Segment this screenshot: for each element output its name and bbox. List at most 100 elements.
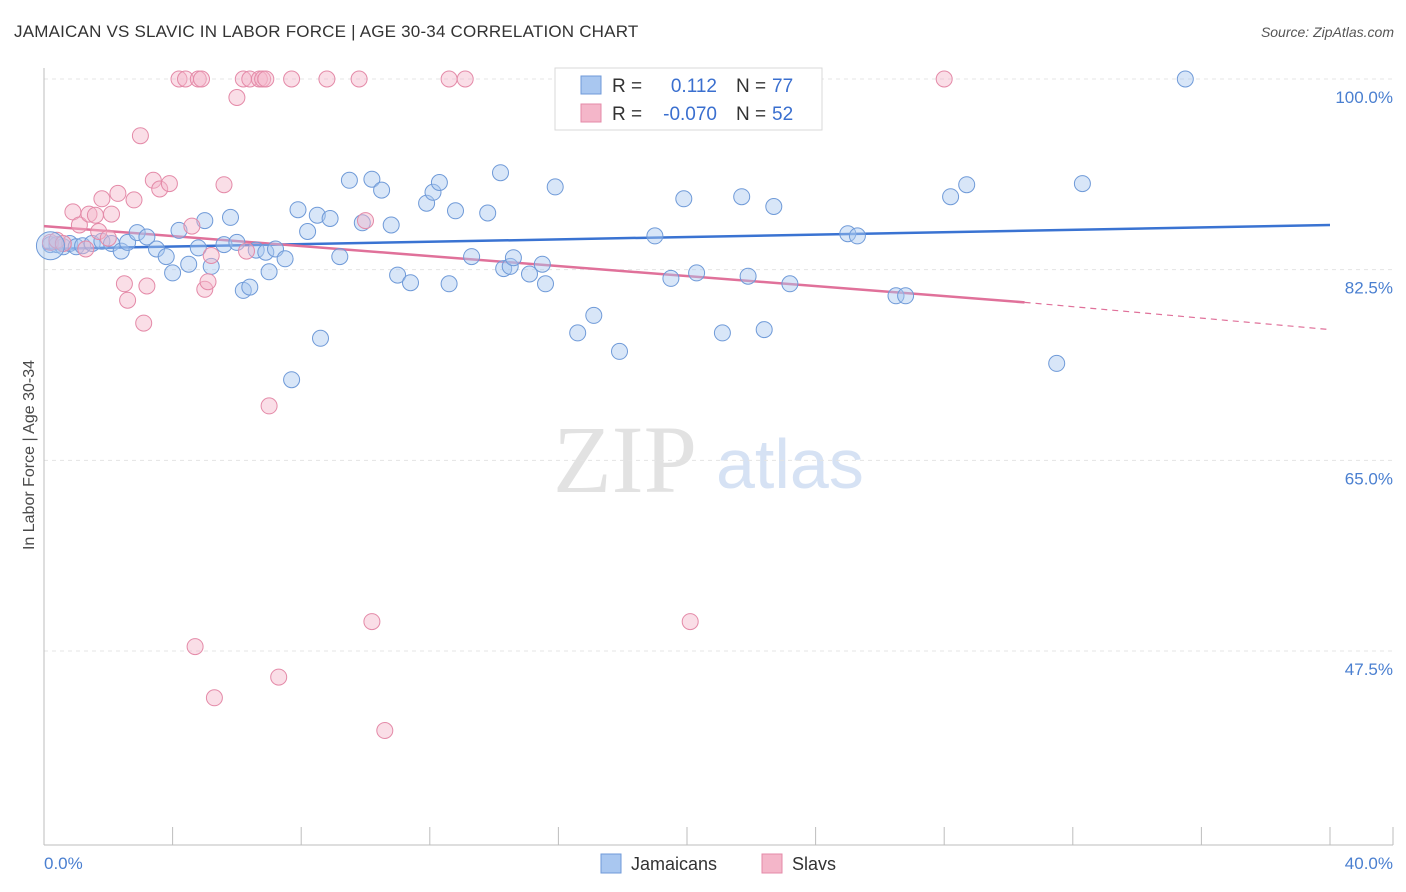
slavs-point-49 [935,70,953,88]
jamaicans-point-9 [112,242,130,260]
slavs-point-20 [160,175,178,193]
jamaicans-point-64 [662,269,680,287]
jamaicans-point-80 [1073,175,1091,193]
slavs-point-39 [283,70,301,88]
jamaicans-point-41 [373,181,391,199]
jamaicans-point-61 [585,306,603,324]
jamaicans-point-49 [447,202,464,220]
jamaicans-point-39 [353,214,371,232]
jamaicans-point-22 [222,208,239,226]
y-tick-label-3: 100.0% [1335,88,1393,107]
jamaicans-point-60 [569,324,587,342]
slavs-point-29 [202,247,220,264]
jamaicans-point-27 [257,243,275,261]
jamaicans-point-43 [389,266,407,284]
slavs-point-8 [90,223,108,240]
gridlines [44,78,1393,652]
slavs-point-4 [70,216,88,234]
jamaicans-point-56 [521,265,538,283]
jamaicans-point-70 [755,321,773,339]
jamaicans-point-68 [733,188,751,206]
jamaicans-point-51 [479,204,497,222]
slavs-point-30 [215,176,233,194]
slavs-point-0 [41,233,59,251]
jamaicans-point-36 [321,210,339,227]
y-tick-label-1: 65.0% [1345,469,1393,488]
legend-r-label-jamaicans: R = [612,76,642,97]
jamaicans-point-46 [424,183,442,201]
jamaicans-point-54 [501,257,519,275]
slavs-point-41 [350,70,368,88]
slavs-point-21 [170,70,188,88]
jamaicans-point-71 [765,198,783,215]
jamaicans-point-18 [189,239,207,257]
legend-r-label-slavs: R = [612,104,642,125]
legend-box: R = 0.112 N = 77 R = -0.070 N = 52 [554,67,823,131]
slavs-point-44 [376,722,394,739]
jamaicans-trend-line [43,223,1331,251]
slavs-trend-line-extension [1024,301,1331,331]
slavs-point-31 [228,89,246,106]
legend-n-value-slavs: 52 [772,104,793,125]
jamaicans-point-42 [382,216,400,234]
jamaicans-point-23 [228,233,246,251]
jamaicans-point-16 [170,221,188,239]
jamaicans-point-75 [887,287,905,305]
jamaicans-point-66 [688,264,706,282]
bottom-legend-swatch-slavs [761,853,783,874]
jamaicans-point-65 [675,190,693,208]
slavs-point-51 [99,229,117,247]
slavs-point-13 [119,291,137,309]
slavs-point-40 [318,70,336,88]
jamaicans-point-25 [241,278,259,296]
slavs-point-38 [270,668,288,686]
slavs-point-14 [125,191,143,209]
jamaicans-point-52 [492,164,509,182]
slavs-point-19 [151,180,169,198]
slavs-point-50 [238,242,255,260]
jamaicans-point-21 [215,236,233,254]
jamaicans-point-33 [299,223,317,240]
jamaicans-point-45 [418,194,436,212]
source-label: Source: ZipAtlas.com [1260,24,1394,40]
slavs-point-23 [183,217,201,235]
bottom-legend-swatch-jamaicans [600,853,622,874]
slavs-point-45 [440,70,458,88]
slavs-point-18 [144,171,162,189]
jamaicans-point-74 [848,227,866,245]
bottom-legend-slavs: Slavs [792,854,836,874]
jamaicans-point-11 [128,224,146,242]
legend-n-label-slavs: N = [736,104,766,125]
jamaicans-point-67 [713,324,731,342]
jamaicans-point-72 [781,275,799,293]
slavs-point-10 [103,205,120,223]
slavs-point-28 [199,273,217,291]
jamaicans-point-1 [48,236,66,254]
slavs-point-43 [363,613,381,631]
slavs-point-12 [115,275,133,293]
slavs-point-37 [260,397,278,415]
legend-r-value-jamaicans: 0.112 [671,76,717,97]
jamaicans-point-14 [157,248,175,266]
jamaicans-cluster-point [35,231,65,261]
jamaicans-point-53 [495,260,513,278]
jamaicans-point-15 [164,264,182,282]
jamaicans-point-38 [340,171,358,189]
slavs-point-47 [205,689,223,707]
slavs-point-16 [135,314,153,332]
jamaicans-point-78 [958,176,976,194]
slavs-point-36 [257,70,275,88]
jamaicans-point-40 [363,170,381,188]
jamaicans-point-63 [646,227,664,245]
jamaicans-point-69 [739,267,757,285]
jamaicans-point-31 [283,371,301,389]
y-tick-label-0: 47.5% [1345,660,1393,679]
chart-title: JAMAICAN VS SLAVIC IN LABOR FORCE | AGE … [14,22,639,41]
legend-swatch-jamaicans [580,75,602,95]
slavs-point-15 [131,127,149,145]
jamaicans-point-37 [331,248,349,266]
x-tick-label-max: 40.0% [1345,854,1393,873]
y-axis-label: In Labor Force | Age 30-34 [21,360,38,550]
data-points [35,70,1194,739]
